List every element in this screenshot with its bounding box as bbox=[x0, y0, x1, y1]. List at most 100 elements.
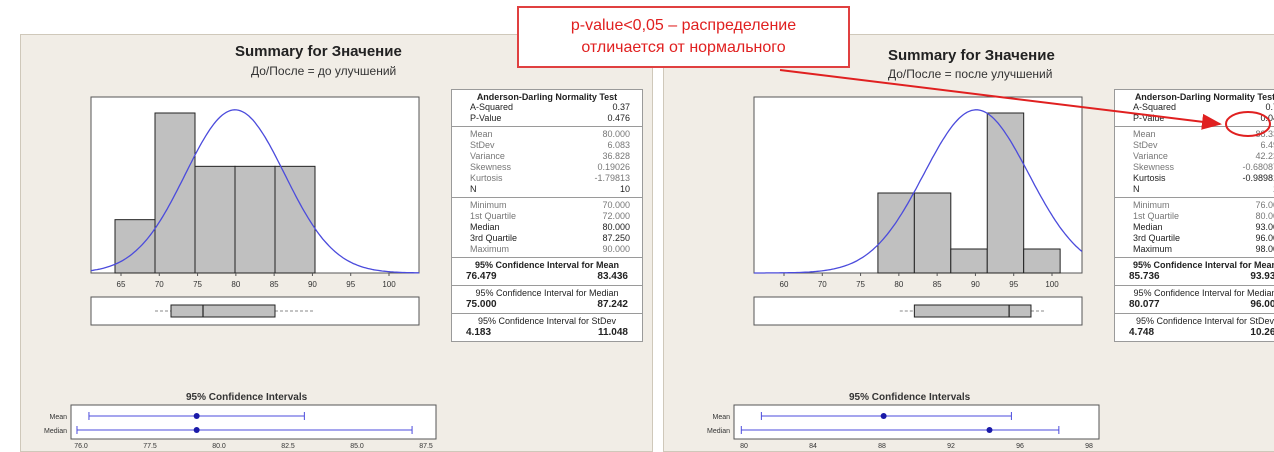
stat-name: 1st Quartile bbox=[470, 211, 517, 221]
x-tick-label: 100 bbox=[382, 280, 396, 289]
stat-row: 3rd Quartile 96.000 bbox=[1119, 233, 1274, 244]
stat-row: Maximum 98.000 bbox=[1119, 244, 1274, 255]
stat-row: Skewness 0.19026 bbox=[456, 162, 638, 173]
ci-stdev-section: 95% Confidence Interval for StDev 4.748 1… bbox=[1115, 314, 1274, 341]
ci-median-title: 95% Confidence Interval for Median bbox=[1133, 288, 1274, 298]
stat-value: 0.74 bbox=[1265, 102, 1274, 112]
normality-test-section: Anderson-Darling Normality Test A-Square… bbox=[452, 90, 642, 127]
ci-tick-label: 98 bbox=[1085, 443, 1093, 450]
ci-upper: 96.000 bbox=[1250, 299, 1274, 310]
ci-mean-title: 95% Confidence Interval for Mean bbox=[474, 260, 620, 270]
stat-value: 0.041 bbox=[1260, 113, 1274, 123]
stat-row: Kurtosis -0.989817 bbox=[1119, 173, 1274, 184]
boxplot-box bbox=[913, 304, 1032, 318]
histogram-bar bbox=[274, 165, 316, 274]
histogram-bar bbox=[913, 192, 952, 274]
stats-table: Anderson-Darling Normality Test A-Square… bbox=[1114, 89, 1274, 342]
histogram-chart: 60 70 75 80 85 90 95 100 bbox=[753, 96, 1083, 289]
ci-tick-label: 88 bbox=[878, 443, 886, 450]
ci-tick-label: 80.0 bbox=[212, 443, 226, 450]
ci-tick-label: 80 bbox=[740, 443, 748, 450]
descriptive-section: Mean 80.000 StDev 6.083 Variance 36.828 Ske… bbox=[452, 127, 642, 198]
boxplot-box bbox=[170, 304, 276, 318]
stats-table: Anderson-Darling Normality Test A-Square… bbox=[451, 89, 643, 342]
histogram-bar bbox=[114, 219, 156, 274]
stat-row: Skewness -0.680871 bbox=[1119, 162, 1274, 173]
stat-value: 10 bbox=[1273, 184, 1274, 195]
ci-stdev-title: 95% Confidence Interval for StDev bbox=[477, 316, 617, 326]
stat-value: 98.000 bbox=[1255, 244, 1274, 254]
stat-name: Kurtosis bbox=[1133, 173, 1166, 183]
stat-value: 93.000 bbox=[1255, 222, 1274, 232]
stat-value: 0.19026 bbox=[597, 162, 630, 172]
histogram-bar bbox=[194, 165, 236, 274]
stat-name: P-Value bbox=[1133, 113, 1165, 123]
histogram-bar bbox=[877, 192, 915, 274]
ci-median-values: 75.000 87.242 bbox=[456, 298, 638, 311]
stat-row: N 10 bbox=[1119, 184, 1274, 195]
stat-name: N bbox=[470, 184, 477, 194]
ci-point bbox=[986, 427, 993, 433]
quartiles-section: Minimum 76.000 1st Quartile 80.000 Median 9… bbox=[1115, 198, 1274, 258]
stat-row: Variance 36.828 bbox=[456, 151, 638, 162]
stat-name: Variance bbox=[1133, 151, 1168, 161]
stat-row: P-Value 0.041 bbox=[1119, 113, 1274, 124]
ci-upper: 93.933 bbox=[1250, 271, 1274, 282]
panel-title: Summary for Значение bbox=[235, 43, 402, 60]
stat-name: 1st Quartile bbox=[1133, 211, 1180, 221]
normal-curve bbox=[754, 109, 1083, 274]
stat-value: 6.496 bbox=[1260, 140, 1274, 150]
ci-row-label: Mean bbox=[712, 414, 730, 421]
stat-name: Minimum bbox=[470, 200, 507, 210]
ci-frame bbox=[733, 404, 1100, 440]
x-tick-label: 80 bbox=[894, 280, 903, 289]
ci-row-label: Median bbox=[44, 428, 67, 435]
callout-line-2: отличается от нормального bbox=[581, 39, 786, 56]
pvalue-callout: p-value<0,05 – распределение отличается … bbox=[517, 6, 850, 68]
ci-lower: 4.748 bbox=[1129, 327, 1155, 338]
ci-tick-label: 85.0 bbox=[350, 443, 364, 450]
stat-row: StDev 6.083 bbox=[456, 140, 638, 151]
ci-tick-label: 76.0 bbox=[74, 443, 88, 450]
ci-stdev-values: 4.748 10.268 bbox=[1119, 326, 1274, 339]
stat-row: Median 80.000 bbox=[456, 222, 638, 233]
x-tick-label: 95 bbox=[346, 280, 355, 289]
stat-name: A-Squared bbox=[1133, 102, 1177, 112]
ci-plot-title: 95% Confidence Intervals bbox=[186, 392, 308, 403]
stat-row: Minimum 70.000 bbox=[456, 200, 638, 211]
ci-stdev-section: 95% Confidence Interval for StDev 4.183 1… bbox=[452, 314, 642, 341]
stat-row: Minimum 76.000 bbox=[1119, 200, 1274, 211]
panel-subtitle: До/После = до улучшений bbox=[251, 64, 397, 78]
histogram-bar bbox=[154, 112, 196, 274]
stat-name: Skewness bbox=[1133, 162, 1175, 172]
histogram-chart: 65 70 75 80 85 90 95 100 bbox=[90, 96, 420, 289]
stat-row: N 10 bbox=[456, 184, 638, 195]
ci-mean-values: 85.736 93.933 bbox=[1119, 270, 1274, 283]
ci-lower: 76.479 bbox=[466, 271, 497, 282]
stat-name: Kurtosis bbox=[470, 173, 503, 183]
ci-tick-label: 84 bbox=[809, 443, 817, 450]
stat-value: 0.476 bbox=[607, 113, 630, 123]
stat-name: Maximum bbox=[1133, 244, 1173, 254]
confidence-interval-chart: Mean Median 76.0 77.5 80.0 82.5 85.0 87.5 bbox=[44, 404, 437, 450]
stat-row: Mean 88.333 bbox=[1119, 129, 1274, 140]
quartiles-section: Minimum 70.000 1st Quartile 72.000 Median 8… bbox=[452, 198, 642, 258]
x-tick-label: 85 bbox=[933, 280, 942, 289]
stat-value: 80.000 bbox=[602, 129, 630, 139]
ci-row-label: Median bbox=[707, 428, 730, 435]
stat-value: 76.000 bbox=[1255, 200, 1274, 210]
ci-lower: 75.000 bbox=[466, 299, 497, 310]
stat-row: 1st Quartile 72.000 bbox=[456, 211, 638, 222]
stat-value: 90.000 bbox=[602, 244, 630, 254]
stat-value: 6.083 bbox=[607, 140, 630, 150]
histogram-bar bbox=[986, 112, 1025, 274]
ci-tick-label: 96 bbox=[1016, 443, 1024, 450]
stat-name: Median bbox=[470, 222, 500, 232]
stat-row: Median 93.000 bbox=[1119, 222, 1274, 233]
ci-mean-section: 95% Confidence Interval for Mean 85.736 9… bbox=[1115, 258, 1274, 286]
stat-value: 10 bbox=[619, 184, 630, 194]
stat-name: StDev bbox=[1133, 140, 1158, 150]
ci-lower: 4.183 bbox=[466, 327, 492, 338]
stat-name: Median bbox=[1133, 222, 1163, 232]
confidence-interval-chart: Mean Median 80 84 88 92 96 98 bbox=[707, 404, 1100, 450]
